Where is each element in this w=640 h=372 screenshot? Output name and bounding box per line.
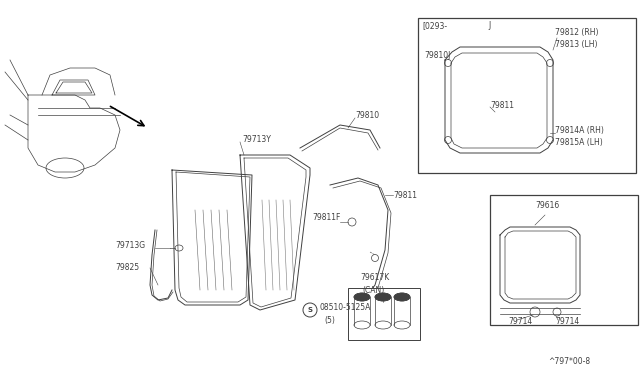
Ellipse shape — [394, 293, 410, 301]
Ellipse shape — [354, 293, 370, 301]
Bar — [490, 195, 638, 325]
Text: 79714: 79714 — [555, 317, 579, 327]
Text: ^797*00-8: ^797*00-8 — [548, 357, 590, 366]
Text: 79814A (RH): 79814A (RH) — [555, 125, 604, 135]
Text: 79616: 79616 — [535, 201, 559, 209]
Text: 79713G: 79713G — [115, 241, 145, 250]
Ellipse shape — [375, 293, 391, 301]
Text: 79810: 79810 — [355, 110, 379, 119]
Text: 79713Y: 79713Y — [242, 135, 271, 144]
Text: 08510-5125A: 08510-5125A — [319, 304, 371, 312]
Text: J: J — [488, 22, 490, 31]
Text: 79813 (LH): 79813 (LH) — [555, 39, 598, 48]
Bar — [418, 18, 636, 173]
Text: 79812 (RH): 79812 (RH) — [555, 28, 598, 36]
Text: 79815A (LH): 79815A (LH) — [555, 138, 603, 148]
Text: 79810J: 79810J — [424, 51, 451, 60]
Text: 79811: 79811 — [490, 100, 514, 109]
Text: 79825: 79825 — [115, 263, 139, 273]
Text: 79714: 79714 — [508, 317, 532, 327]
Bar — [348, 288, 420, 340]
Text: (5): (5) — [324, 315, 335, 324]
Text: 79617K: 79617K — [360, 273, 389, 282]
Text: [0293-: [0293- — [422, 22, 447, 31]
Text: S: S — [307, 307, 312, 313]
Text: (CAN): (CAN) — [362, 285, 384, 295]
Text: 79811: 79811 — [393, 190, 417, 199]
Text: 79811F: 79811F — [312, 214, 340, 222]
